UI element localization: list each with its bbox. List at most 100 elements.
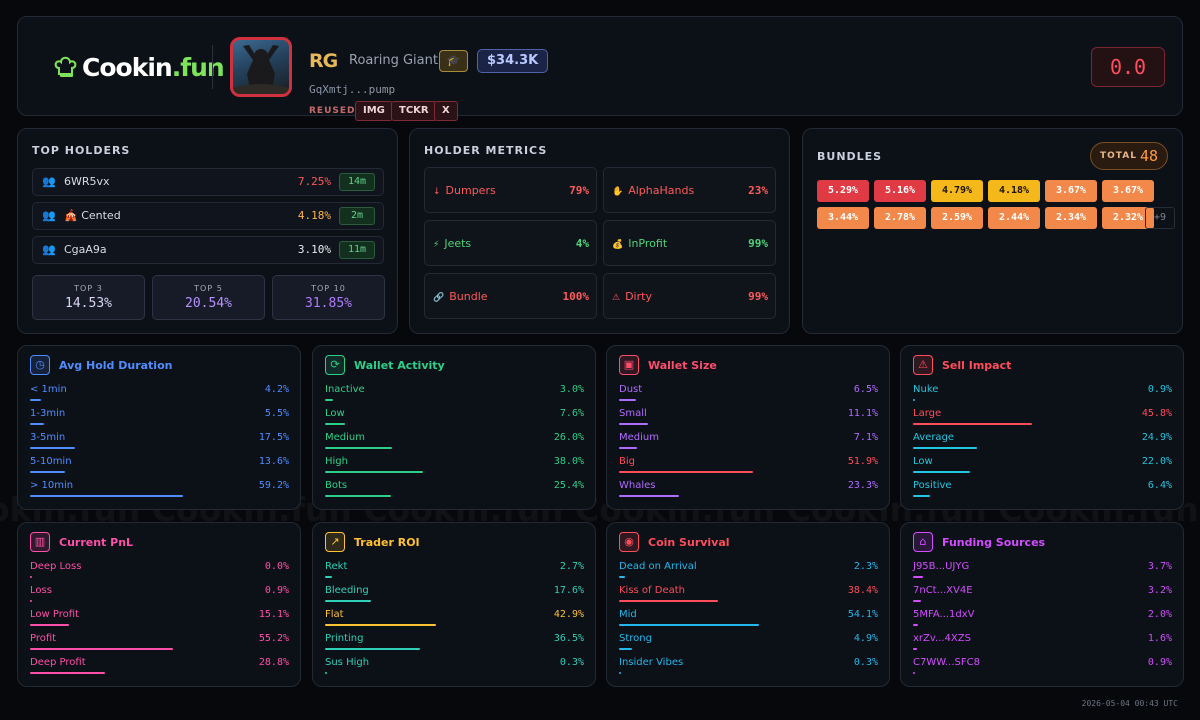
- card-title: Trader ROI: [354, 535, 420, 549]
- bundle-chip[interactable]: 2.59%: [931, 207, 983, 229]
- bundle-chip[interactable]: 4.18%: [988, 180, 1040, 202]
- top3-value: 14.53%: [65, 296, 112, 311]
- stat-label: High: [325, 456, 348, 467]
- stat-row: < 1min 4.2%: [30, 384, 289, 408]
- stat-row: Flat 42.9%: [325, 609, 584, 633]
- stat-value: 3.7%: [1147, 561, 1172, 572]
- stat-row: Big 51.9%: [619, 456, 878, 480]
- bundle-chip[interactable]: 2.44%: [988, 207, 1040, 229]
- bundle-chip[interactable]: 2.32%: [1102, 207, 1154, 229]
- stat-label: Sus High: [325, 657, 370, 668]
- stat-row: xrZv...4XZS 1.6%: [913, 633, 1172, 657]
- wallet-icon: ▣: [619, 355, 639, 375]
- holder-pct: 7.25%: [297, 175, 331, 188]
- stat-bar: [619, 600, 719, 602]
- stat-label: Positive: [913, 480, 952, 491]
- stat-value: 36.5%: [553, 633, 584, 644]
- holder-pct: 3.10%: [297, 243, 331, 256]
- stat-value: 1.6%: [1147, 633, 1172, 644]
- holder-row[interactable]: 👥 6WR5vx 7.25% 14m: [32, 168, 384, 196]
- stat-bar: [913, 495, 930, 497]
- refresh-icon: ⟳: [325, 355, 345, 375]
- top3-label: TOP 3: [74, 284, 103, 293]
- stat-value: 59.2%: [258, 480, 289, 491]
- stat-row: Large 45.8%: [913, 408, 1172, 432]
- stat-row: 1-3min 5.5%: [30, 408, 289, 432]
- metric-label: ⚡ Jeets: [433, 237, 471, 250]
- stat-label: Average: [913, 432, 955, 443]
- holder-time: 11m: [339, 241, 375, 259]
- metric-value: 99%: [748, 237, 768, 250]
- stat-row: Strong 4.9%: [619, 633, 878, 657]
- clock-icon: ◷: [30, 355, 50, 375]
- bundle-chip[interactable]: 2.78%: [874, 207, 926, 229]
- bundles-total-badge: TOTAL 48: [1090, 142, 1168, 170]
- metric-inprofit: 💰 InProfit 99%: [603, 220, 776, 266]
- trending-up-icon: ↗: [325, 532, 345, 552]
- stat-row: Low 22.0%: [913, 456, 1172, 480]
- bundle-chip[interactable]: 5.29%: [817, 180, 869, 202]
- card-title: Wallet Size: [648, 358, 717, 372]
- logo[interactable]: Cookin.fun: [54, 53, 225, 82]
- stat-value: 42.9%: [553, 609, 584, 620]
- stat-row: Loss 0.9%: [30, 585, 289, 609]
- stat-row: Low Profit 15.1%: [30, 609, 289, 633]
- top-holders-panel: TOP HOLDERS 👥 6WR5vx 7.25% 14m 👥 🎪 Cente…: [17, 128, 398, 334]
- bundles-panel: BUNDLES TOTAL 48 5.29% 5.16% 4.79% 4.18% 3.6…: [802, 128, 1183, 334]
- bundle-chip[interactable]: 5.16%: [874, 180, 926, 202]
- stat-row: Dust 6.5%: [619, 384, 878, 408]
- holder-row[interactable]: 👥 🎪 Cented 4.18% 2m: [32, 202, 384, 230]
- stat-bar: [619, 495, 680, 497]
- bundle-more[interactable]: +9: [1145, 207, 1175, 229]
- stat-row: Insider Vibes 0.3%: [619, 657, 878, 681]
- metric-label-text: InProfit: [628, 237, 668, 250]
- stat-bar: [913, 576, 923, 578]
- stat-bar: [619, 672, 621, 674]
- bundle-chip[interactable]: 3.44%: [817, 207, 869, 229]
- holder-row[interactable]: 👥 CgaA9a 3.10% 11m: [32, 236, 384, 264]
- token-avatar[interactable]: [230, 37, 292, 97]
- stat-row: Nuke 0.9%: [913, 384, 1172, 408]
- stat-value: 17.5%: [258, 432, 289, 443]
- reused-label: REUSED:: [309, 106, 361, 116]
- stat-label: Flat: [325, 609, 344, 620]
- stat-value: 45.8%: [1141, 408, 1172, 419]
- bundle-chip[interactable]: 3.67%: [1102, 180, 1154, 202]
- stat-bar: [619, 447, 638, 449]
- stat-value: 38.4%: [847, 585, 878, 596]
- token-address[interactable]: GqXmtj...pump: [309, 83, 396, 96]
- metric-label-text: Bundle: [449, 290, 488, 303]
- stat-value: 22.0%: [1141, 456, 1172, 467]
- bundle-chip[interactable]: 3.67%: [1045, 180, 1097, 202]
- stat-value: 3.0%: [559, 384, 584, 395]
- metric-jeets: ⚡ Jeets 4%: [424, 220, 597, 266]
- stat-label: 1-3min: [30, 408, 66, 419]
- card-wallet-size: ▣ Wallet Size Dust 6.5% Small 11.1% Medium 7.1%…: [606, 345, 890, 510]
- holder-prefix-icon: 🎪: [64, 209, 78, 222]
- stat-label: Deep Loss: [30, 561, 82, 572]
- stat-bar: [325, 648, 420, 650]
- stat-label: C7WW...SFC8: [913, 657, 980, 668]
- stat-row: Positive 6.4%: [913, 480, 1172, 504]
- stat-bar: [325, 471, 424, 473]
- card-title: Current PnL: [59, 535, 134, 549]
- users-icon: 👥: [42, 209, 56, 222]
- bundle-chip[interactable]: 4.79%: [931, 180, 983, 202]
- bundle-chip[interactable]: 2.34%: [1045, 207, 1097, 229]
- stat-label: Low: [913, 456, 933, 467]
- stat-bar: [619, 576, 625, 578]
- stat-row: 5MFA...1dxV 2.0%: [913, 609, 1172, 633]
- card-funding-sources: ⌂ Funding Sources J95B...UJYG 3.7% 7nCt...XV…: [900, 522, 1184, 687]
- stat-label: Medium: [325, 432, 365, 443]
- stat-value: 13.6%: [258, 456, 289, 467]
- stat-bar: [325, 576, 332, 578]
- stat-bar: [325, 624, 437, 626]
- users-icon: 👥: [42, 243, 56, 256]
- stat-row: Mid 54.1%: [619, 609, 878, 633]
- holder-metrics-panel: HOLDER METRICS ↓ Dumpers 79% ✋ AlphaHands 23%…: [409, 128, 790, 334]
- stat-label: Big: [619, 456, 635, 467]
- card-header: ⚠ Sell Impact: [913, 355, 1011, 375]
- stat-value: 0.3%: [853, 657, 878, 668]
- stat-row: Deep Loss 0.0%: [30, 561, 289, 585]
- holder-time: 14m: [339, 173, 375, 191]
